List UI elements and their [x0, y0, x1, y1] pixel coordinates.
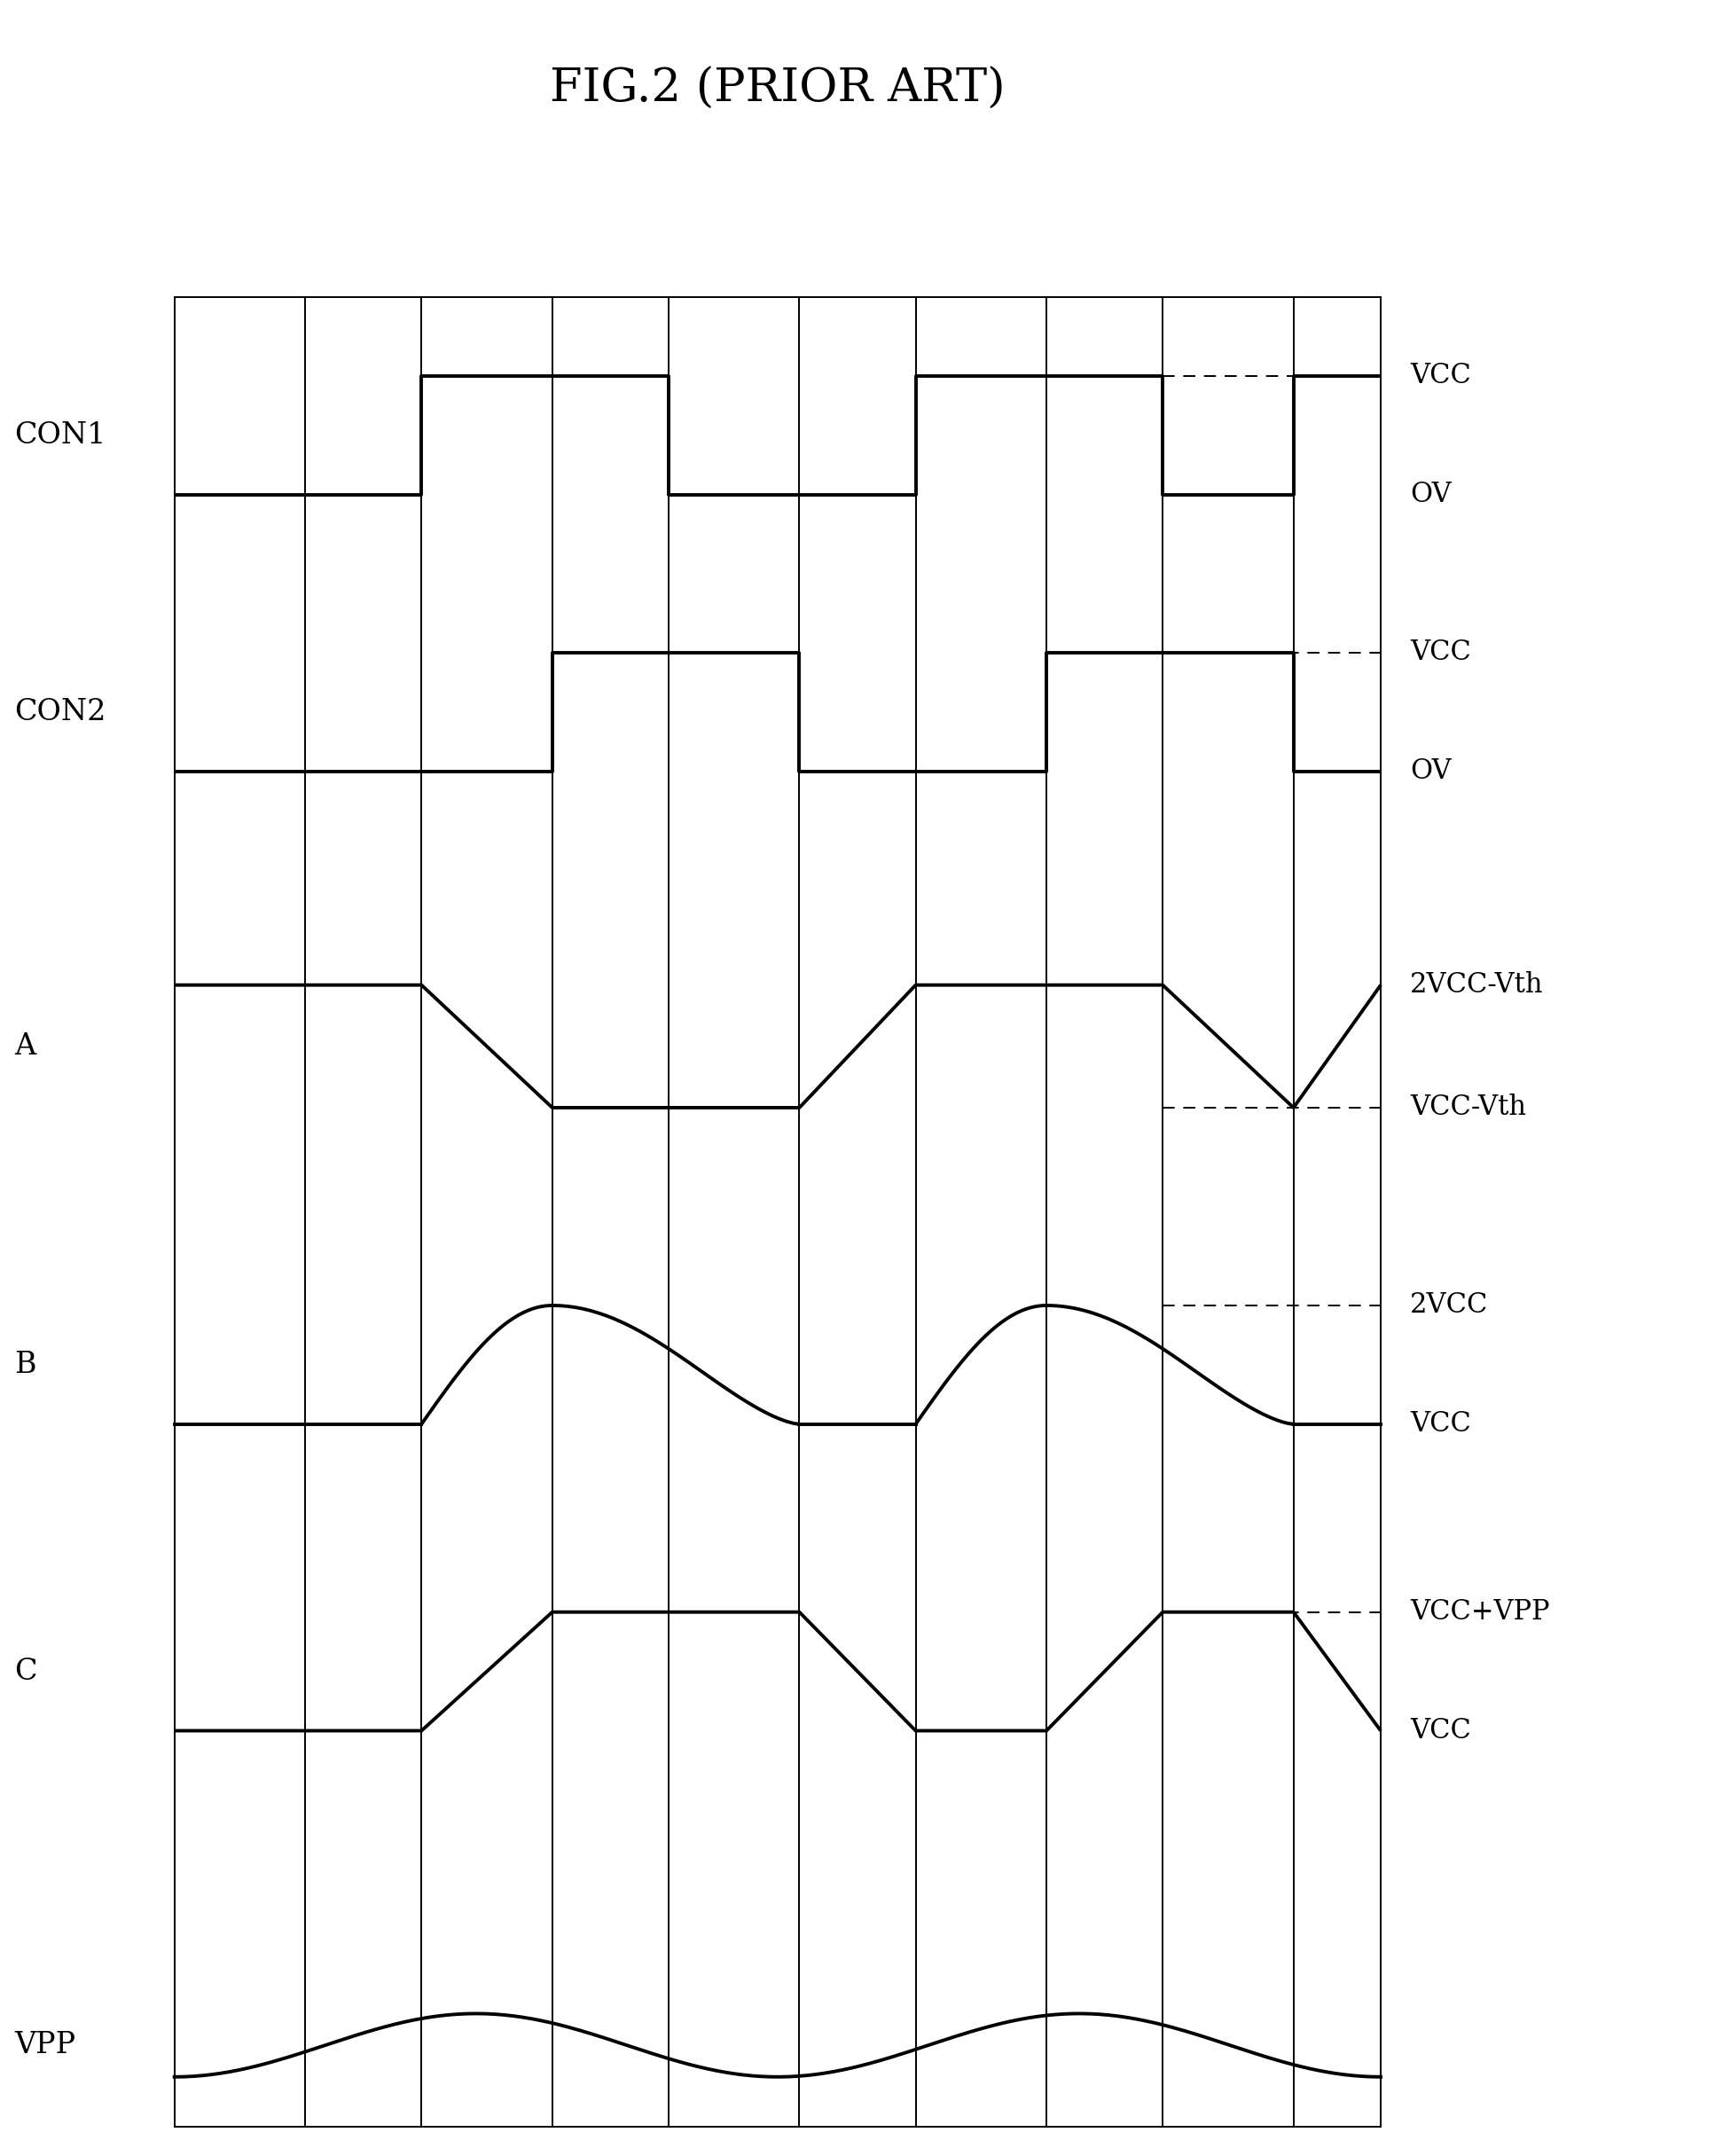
Text: OV: OV — [1410, 757, 1451, 785]
Text: 2VCC-Vth: 2VCC-Vth — [1410, 972, 1543, 998]
Text: VCC: VCC — [1410, 362, 1471, 390]
Text: FIG.2 (PRIOR ART): FIG.2 (PRIOR ART) — [551, 67, 1005, 112]
Text: A: A — [14, 1033, 36, 1061]
Text: B: B — [14, 1350, 36, 1380]
Text: VCC: VCC — [1410, 638, 1471, 666]
Text: VCC: VCC — [1410, 1716, 1471, 1744]
Text: OV: OV — [1410, 481, 1451, 509]
Text: CON2: CON2 — [14, 699, 106, 727]
Text: 2VCC: 2VCC — [1410, 1291, 1489, 1319]
Text: VCC-Vth: VCC-Vth — [1410, 1093, 1526, 1121]
Text: VPP: VPP — [14, 2031, 75, 2059]
Text: CON1: CON1 — [14, 420, 106, 448]
Text: VCC: VCC — [1410, 1410, 1471, 1438]
Text: VCC+VPP: VCC+VPP — [1410, 1598, 1550, 1626]
Text: C: C — [14, 1658, 38, 1686]
